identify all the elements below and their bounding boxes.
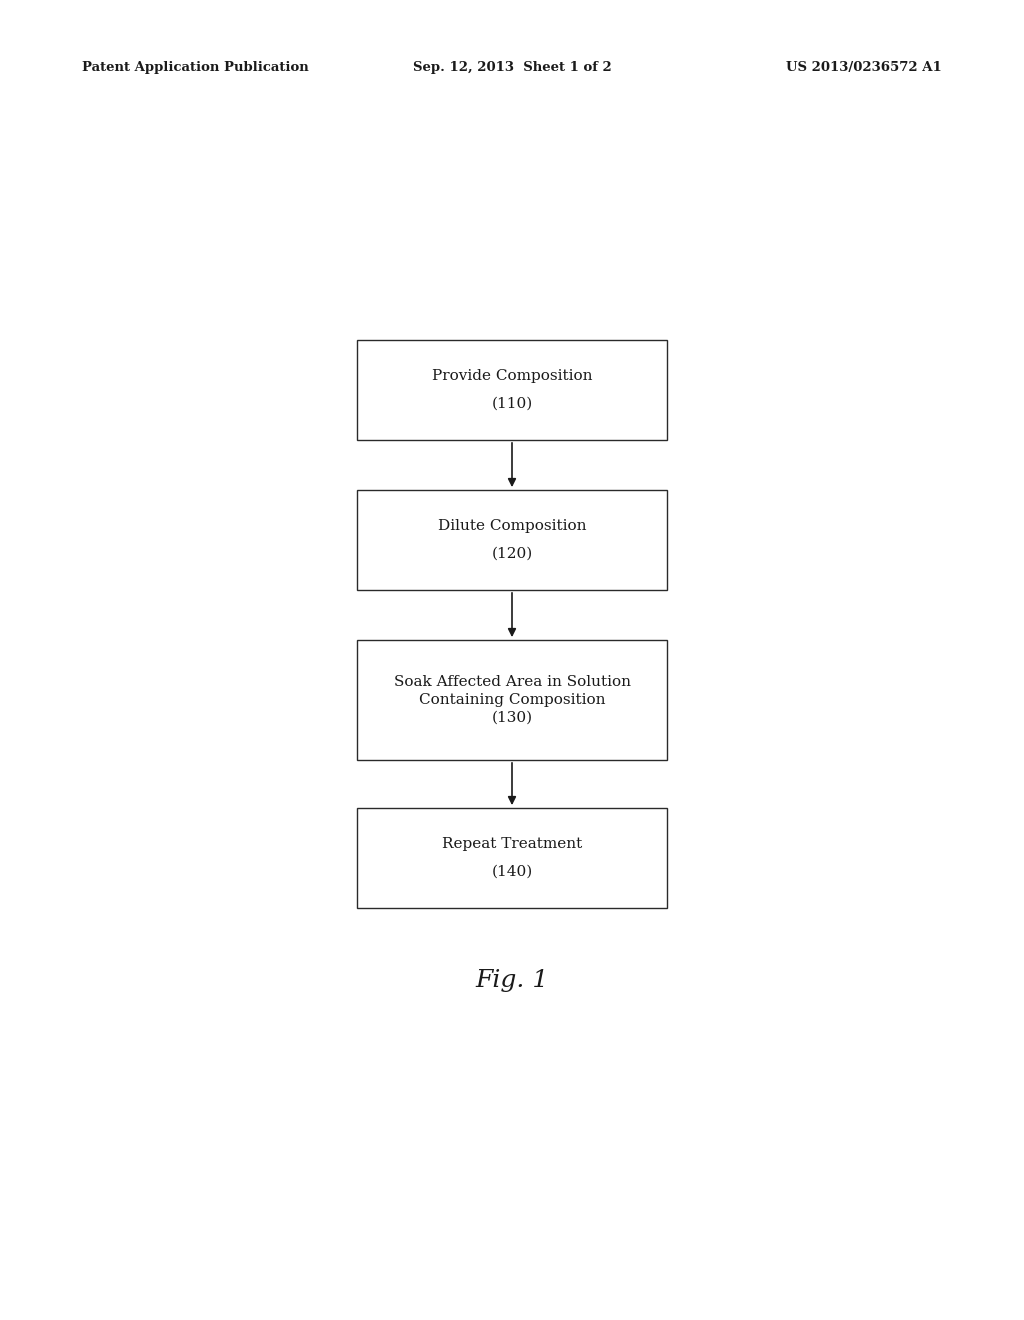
- Text: Dilute Composition: Dilute Composition: [437, 519, 587, 533]
- Text: Repeat Treatment: Repeat Treatment: [442, 837, 582, 851]
- Bar: [357, 341, 667, 440]
- Bar: [357, 808, 667, 908]
- Bar: [357, 490, 667, 590]
- Text: Provide Composition: Provide Composition: [432, 370, 592, 383]
- Text: US 2013/0236572 A1: US 2013/0236572 A1: [786, 62, 942, 74]
- Text: Fig. 1: Fig. 1: [475, 969, 549, 991]
- Text: (140): (140): [492, 865, 532, 879]
- Bar: [357, 640, 667, 760]
- Text: Containing Composition: Containing Composition: [419, 693, 605, 708]
- Text: Patent Application Publication: Patent Application Publication: [82, 62, 309, 74]
- Text: (110): (110): [492, 397, 532, 411]
- Text: Sep. 12, 2013  Sheet 1 of 2: Sep. 12, 2013 Sheet 1 of 2: [413, 62, 611, 74]
- Text: (130): (130): [492, 711, 532, 725]
- Text: Soak Affected Area in Solution: Soak Affected Area in Solution: [393, 675, 631, 689]
- Text: (120): (120): [492, 546, 532, 561]
